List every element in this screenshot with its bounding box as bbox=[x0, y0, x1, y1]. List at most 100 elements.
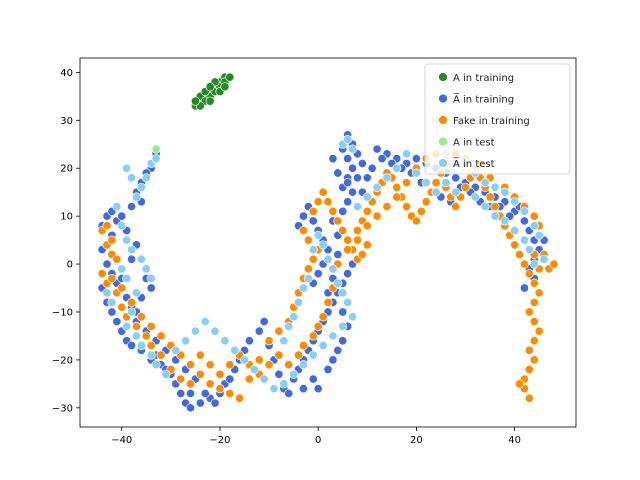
point-s2-44 bbox=[362, 240, 372, 250]
point-s1-123 bbox=[372, 144, 382, 154]
point-s1-117 bbox=[357, 158, 367, 168]
legend-label-3: A in test bbox=[453, 138, 495, 149]
point-s4-85 bbox=[519, 235, 529, 245]
point-s2-82 bbox=[534, 288, 544, 298]
point-s4-0 bbox=[112, 202, 122, 212]
point-s1-64 bbox=[259, 317, 269, 327]
point-s2-125 bbox=[308, 331, 318, 341]
y-tick-label-6: 30 bbox=[60, 116, 73, 127]
x-tick-label-1: −20 bbox=[209, 435, 230, 446]
point-s4-65 bbox=[529, 221, 539, 231]
point-s2-55 bbox=[402, 202, 412, 212]
x-tick-label-3: 20 bbox=[410, 435, 423, 446]
point-s1-52 bbox=[146, 283, 156, 293]
point-s2-14 bbox=[185, 379, 196, 389]
point-s4-22 bbox=[239, 355, 250, 365]
point-s4-14 bbox=[161, 369, 171, 379]
point-s2-115 bbox=[382, 202, 392, 212]
point-s2-83 bbox=[529, 297, 539, 307]
point-s1-69 bbox=[284, 388, 294, 398]
point-s2-144 bbox=[127, 297, 137, 307]
point-s4-12 bbox=[146, 350, 156, 360]
point-s1-58 bbox=[200, 388, 210, 398]
point-s1-45 bbox=[127, 202, 137, 212]
point-s4-46 bbox=[284, 321, 294, 331]
point-s4-39 bbox=[318, 240, 328, 250]
point-s2-142 bbox=[146, 321, 156, 331]
point-s1-62 bbox=[244, 336, 254, 346]
point-s2-34 bbox=[313, 197, 323, 207]
axes-layer: −40 −20 0 20 40 −30 −20 −10 0 10 20 30 40 bbox=[52, 68, 521, 446]
point-s4-4 bbox=[136, 254, 146, 264]
point-s4-83 bbox=[500, 216, 510, 226]
legend: A in training A̅ in training Fake in train… bbox=[424, 63, 571, 175]
point-s1-104 bbox=[333, 249, 343, 260]
y-tick-label-7: 40 bbox=[60, 68, 73, 79]
point-s2-31 bbox=[303, 235, 313, 245]
point-s2-138 bbox=[185, 360, 196, 370]
point-s4-26 bbox=[279, 379, 289, 389]
point-s2-28 bbox=[303, 264, 313, 274]
point-s2-15 bbox=[195, 369, 205, 379]
point-s2-114 bbox=[392, 192, 402, 202]
point-s2-57 bbox=[411, 216, 421, 226]
point-s4-44 bbox=[293, 297, 304, 307]
point-s1-11 bbox=[107, 307, 117, 317]
point-s2-16 bbox=[205, 379, 215, 389]
point-s1-30 bbox=[185, 388, 196, 398]
point-s2-123 bbox=[318, 312, 328, 322]
point-s1-83 bbox=[338, 307, 348, 317]
point-s2-72 bbox=[485, 192, 495, 202]
point-s4-91 bbox=[117, 264, 127, 274]
point-s2-84 bbox=[524, 307, 534, 317]
point-s4-38 bbox=[323, 254, 333, 264]
point-s4-6 bbox=[146, 273, 156, 283]
legend-label-0: A in training bbox=[453, 73, 514, 84]
point-s4-45 bbox=[289, 312, 299, 322]
y-tick-label-0: −30 bbox=[52, 403, 73, 414]
point-s4-72 bbox=[402, 149, 412, 159]
series-0 bbox=[190, 72, 235, 111]
point-s4-24 bbox=[259, 374, 269, 384]
point-s2-10 bbox=[146, 340, 156, 351]
point-s2-8 bbox=[131, 321, 142, 331]
point-s2-101 bbox=[529, 211, 539, 221]
point-s4-18 bbox=[200, 317, 210, 327]
point-s2-32 bbox=[298, 225, 308, 236]
point-s4-42 bbox=[303, 273, 313, 283]
point-s2-148 bbox=[107, 235, 117, 245]
point-s4-81 bbox=[480, 202, 490, 212]
point-s0-19 bbox=[190, 96, 200, 106]
point-s4-62 bbox=[500, 187, 510, 197]
point-s0-21 bbox=[220, 82, 230, 92]
point-s4-75 bbox=[372, 182, 382, 192]
point-s1-121 bbox=[333, 168, 343, 178]
point-s2-39 bbox=[338, 225, 348, 236]
point-s2-126 bbox=[298, 340, 308, 351]
point-s4-92 bbox=[122, 273, 132, 283]
point-s4-5 bbox=[141, 264, 151, 274]
point-s4-27 bbox=[289, 369, 299, 379]
point-s1-112 bbox=[343, 154, 353, 164]
point-s4-29 bbox=[308, 350, 318, 360]
point-s4-41 bbox=[308, 245, 318, 255]
point-s2-145 bbox=[117, 283, 127, 293]
x-tick-label-2: 0 bbox=[315, 435, 321, 446]
point-s2-20 bbox=[244, 374, 254, 384]
point-s4-32 bbox=[338, 321, 348, 331]
point-s1-131 bbox=[451, 173, 461, 183]
point-s4-86 bbox=[524, 245, 534, 255]
point-s2-118 bbox=[352, 235, 363, 245]
point-s4-1 bbox=[117, 221, 127, 231]
x-tick-label-4: 40 bbox=[508, 435, 521, 446]
point-s2-94 bbox=[514, 379, 525, 389]
point-s4-3 bbox=[127, 245, 137, 255]
point-s4-17 bbox=[190, 326, 200, 336]
point-s2-149 bbox=[102, 221, 112, 231]
point-s1-87 bbox=[328, 355, 338, 365]
point-s3-0 bbox=[151, 144, 161, 154]
point-s1-63 bbox=[254, 326, 264, 336]
point-s2-35 bbox=[318, 187, 328, 197]
point-s2-97 bbox=[549, 259, 559, 269]
point-s2-47 bbox=[362, 206, 372, 216]
